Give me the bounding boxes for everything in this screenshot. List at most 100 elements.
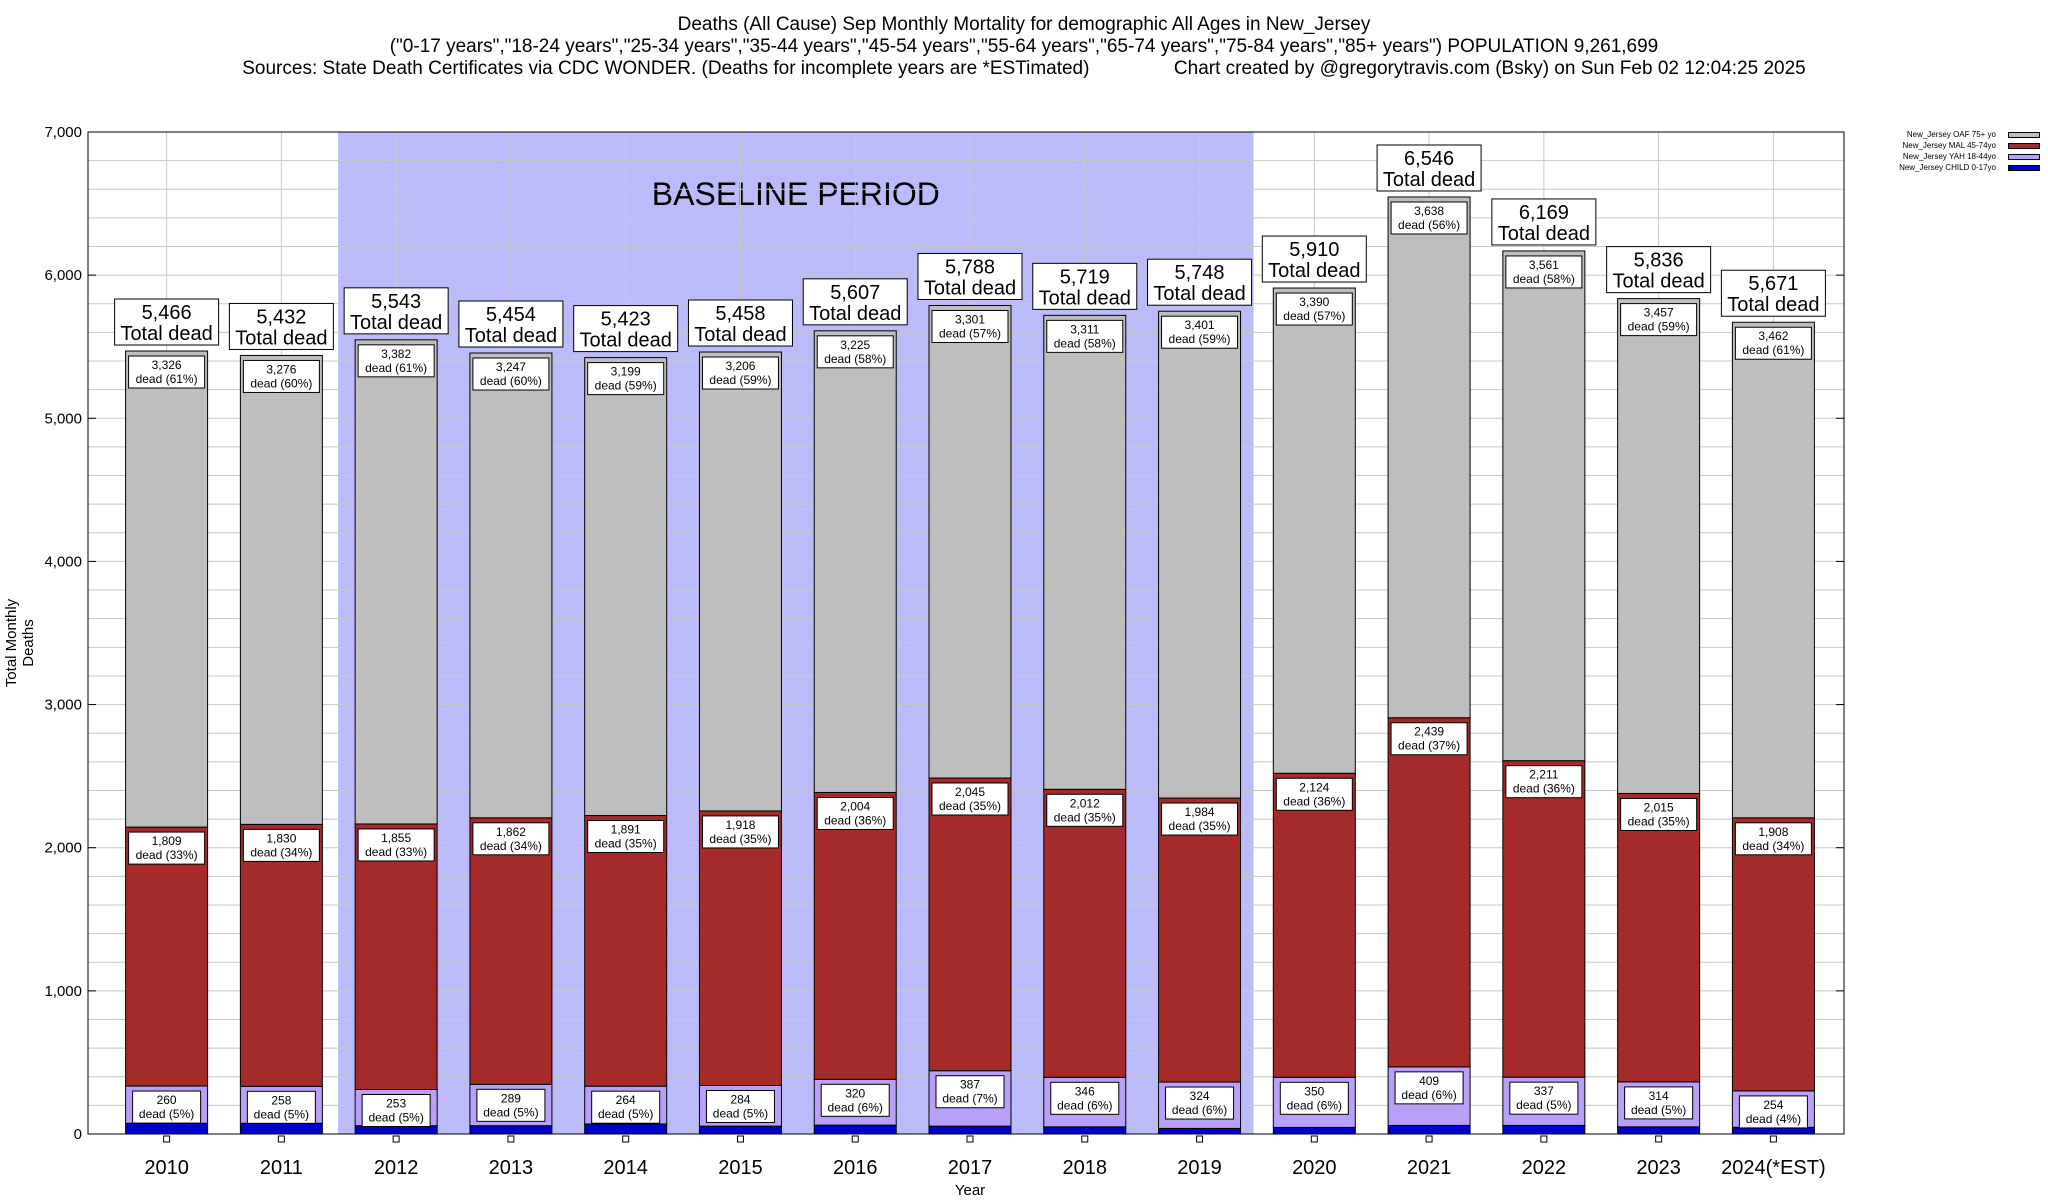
bar-segment-oaf: [698, 351, 782, 812]
chart-subtitle: ("0-17 years","18-24 years","25-34 years…: [389, 36, 1659, 57]
oaf-label-pct: dead (56%): [1398, 218, 1460, 232]
oaf-label-count: 3,276: [266, 362, 296, 376]
baseline-period-label: BASELINE PERIOD: [652, 176, 940, 212]
oaf-label-count: 3,247: [496, 360, 526, 374]
total-label-suffix: Total dead: [1727, 294, 1819, 316]
total-label-count: 5,543: [371, 291, 421, 313]
chart-title: Deaths (All Cause) Sep Monthly Mortality…: [677, 14, 1371, 35]
yah-label-pct: dead (6%): [1287, 1098, 1342, 1112]
oaf-label-count: 3,462: [1758, 329, 1788, 343]
bar-segment-oaf: [125, 350, 209, 828]
y-tick-label: 4,000: [44, 553, 82, 570]
oaf-label-count: 3,638: [1414, 204, 1444, 218]
total-label-count: 6,546: [1404, 148, 1454, 170]
total-label-box: [1491, 198, 1597, 246]
oaf-label-box: [1620, 303, 1698, 337]
total-label-box: [1376, 144, 1482, 192]
oaf-label-count: 3,457: [1644, 306, 1674, 320]
oaf-label-box: [1161, 315, 1239, 349]
mal-label-box: [587, 820, 665, 854]
oaf-label-pct: dead (61%): [1742, 343, 1804, 357]
oaf-label-box: [242, 359, 320, 393]
oaf-label-count: 3,382: [381, 347, 411, 361]
yah-label-count: 337: [1534, 1084, 1554, 1098]
yah-label-count: 350: [1304, 1084, 1324, 1098]
x-marker: [392, 1135, 400, 1143]
yah-label-box: [361, 1093, 431, 1127]
bar-segment-child: [1617, 1126, 1701, 1135]
total-label-box: [1606, 246, 1712, 294]
yah-label-pct: dead (5%): [598, 1107, 653, 1121]
oaf-label-box: [1390, 201, 1468, 235]
total-label-suffix: Total dead: [1153, 283, 1245, 305]
mal-label-count: 2,045: [955, 785, 985, 799]
yah-label-box: [1509, 1081, 1579, 1115]
oaf-label-pct: dead (61%): [136, 372, 198, 386]
oaf-label-box: [128, 355, 206, 389]
x-tick-label: 2014: [603, 1157, 648, 1179]
mal-label-count: 1,918: [725, 818, 755, 832]
mal-label-count: 2,012: [1070, 796, 1100, 810]
mal-label-pct: dead (36%): [1513, 782, 1575, 796]
bar-segment-oaf: [813, 330, 897, 793]
oaf-label-box: [357, 344, 435, 378]
total-label-suffix: Total dead: [580, 330, 672, 352]
total-label-box: [343, 287, 449, 335]
oaf-label-count: 3,301: [955, 312, 985, 326]
yah-label-box: [1050, 1081, 1120, 1115]
oaf-label-pct: dead (59%): [595, 379, 657, 393]
x-tick-label: 2017: [948, 1157, 993, 1179]
total-label-suffix: Total dead: [1498, 223, 1590, 245]
total-label-box: [1261, 235, 1367, 283]
oaf-label-count: 3,206: [725, 359, 755, 373]
y-tick-label: 2,000: [44, 840, 82, 857]
x-axis-label: Year: [954, 1182, 986, 1199]
yah-label-pct: dead (4%): [1746, 1112, 1801, 1126]
mal-label-pct: dead (33%): [365, 845, 427, 859]
mal-label-pct: dead (35%): [1169, 819, 1231, 833]
total-label-count: 5,423: [601, 309, 651, 331]
oaf-label-box: [701, 356, 779, 390]
mal-label-count: 1,891: [611, 823, 641, 837]
x-marker: [622, 1135, 630, 1143]
yah-label-count: 264: [616, 1093, 636, 1107]
legend-swatch: [2008, 154, 2040, 160]
total-label-count: 5,719: [1060, 266, 1110, 288]
bar-segment-oaf: [1731, 321, 1815, 819]
oaf-label-box: [1505, 255, 1583, 289]
oaf-label-pct: dead (57%): [939, 326, 1001, 340]
total-label-suffix: Total dead: [1383, 169, 1475, 191]
yah-label-count: 346: [1075, 1084, 1095, 1098]
x-tick-label: 2015: [718, 1157, 763, 1179]
x-tick-label: 2016: [833, 1157, 878, 1179]
total-label-box: [917, 252, 1023, 300]
legend-swatch: [2008, 143, 2040, 149]
yah-label-count: 320: [845, 1086, 865, 1100]
mal-label-pct: dead (36%): [1283, 794, 1345, 808]
bar-segment-child: [1158, 1127, 1242, 1135]
yah-label-pct: dead (6%): [1172, 1103, 1227, 1117]
mal-label-pct: dead (33%): [136, 848, 198, 862]
bar-segment-mal: [125, 826, 209, 1087]
x-marker: [1769, 1135, 1777, 1143]
mal-label-count: 2,124: [1299, 780, 1329, 794]
total-label-box: [1032, 262, 1138, 310]
mal-label-pct: dead (37%): [1398, 739, 1460, 753]
yah-label-pct: dead (5%): [254, 1107, 309, 1121]
bar-segment-mal: [698, 810, 782, 1086]
mal-label-pct: dead (35%): [1628, 814, 1690, 828]
yah-label-pct: dead (5%): [1631, 1103, 1686, 1117]
x-marker: [966, 1135, 974, 1143]
bar-segment-child: [1272, 1126, 1356, 1135]
mal-label-box: [1046, 793, 1124, 827]
oaf-label-pct: dead (59%): [1628, 320, 1690, 334]
bar-segment-oaf: [1387, 196, 1471, 719]
bar-segment-oaf: [354, 339, 438, 825]
mal-label-box: [242, 828, 320, 862]
x-marker: [1310, 1135, 1318, 1143]
mal-label-pct: dead (35%): [709, 832, 771, 846]
x-tick-label: 2013: [489, 1157, 534, 1179]
yah-label-pct: dead (6%): [1401, 1088, 1456, 1102]
y-tick-label: 7,000: [44, 124, 82, 141]
yah-label-box: [820, 1083, 890, 1117]
